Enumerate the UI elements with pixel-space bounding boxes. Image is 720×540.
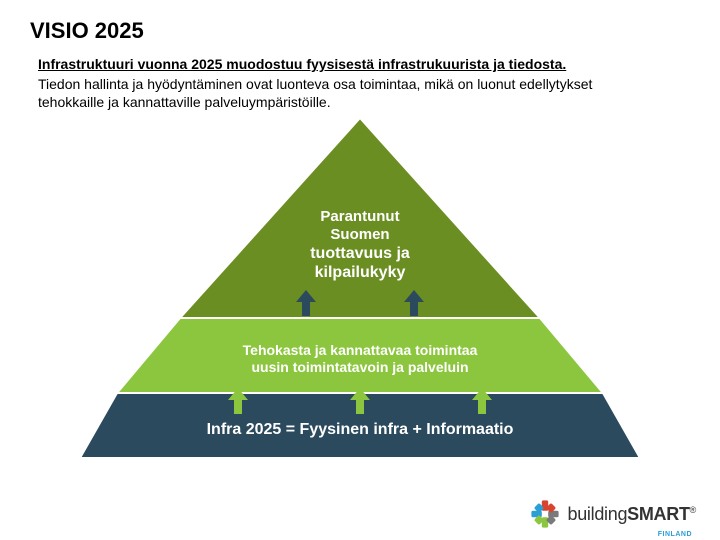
arrow-up-icon [472, 388, 492, 414]
arrow-up-icon [296, 290, 316, 316]
logo-mark-icon [529, 498, 561, 530]
intro-body: Tiedon hallinta ja hyödyntäminen ovat lu… [38, 76, 660, 111]
pyramid-diagram: Parantunut Suomen tuottavuus ja kilpailu… [80, 118, 640, 458]
tier-mid-label: Tehokasta ja kannattavaa toimintaa uusin… [80, 342, 640, 376]
tier-top-label: Parantunut Suomen tuottavuus ja kilpailu… [80, 208, 640, 282]
logo-text: buildingSMART® [568, 504, 697, 525]
arrow-up-icon [404, 290, 424, 316]
logo-subtext: FINLAND [658, 531, 692, 538]
page-title: VISIO 2025 [30, 18, 144, 44]
tier-bot-label: Infra 2025 = Fyysinen infra + Informaati… [80, 420, 640, 439]
arrow-up-icon [228, 388, 248, 414]
brand-logo: buildingSMART® [529, 498, 697, 530]
arrow-up-icon [350, 388, 370, 414]
intro-heading: Infrastruktuuri vuonna 2025 muodostuu fy… [38, 56, 682, 72]
